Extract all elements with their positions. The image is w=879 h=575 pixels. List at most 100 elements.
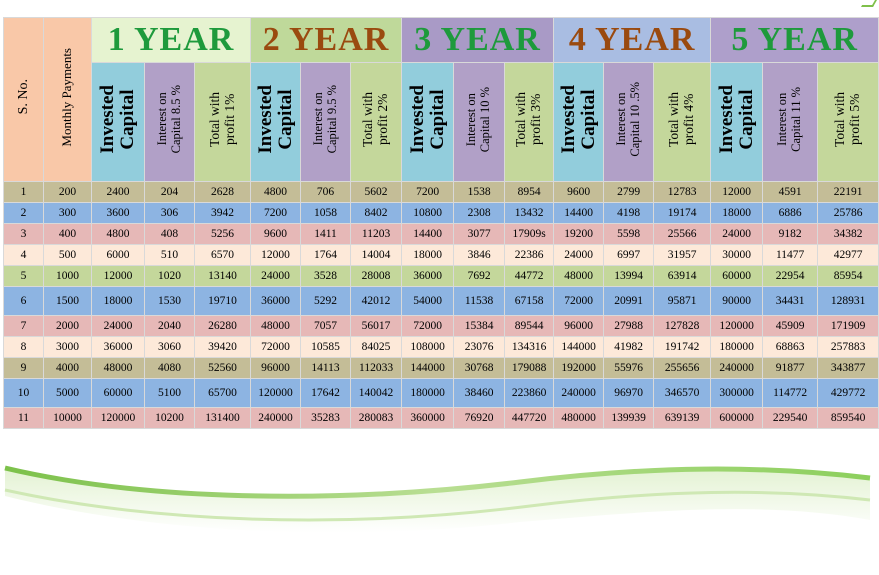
- year-3-header: 3 YEAR: [401, 17, 555, 63]
- year-5-interest-cell: 229540: [762, 407, 819, 429]
- year-2-invested-cell: 9600: [250, 223, 302, 245]
- year-1-header: 1 YEAR: [90, 17, 252, 63]
- sno-cell: 1: [3, 181, 44, 203]
- year-2-invested-cell: 36000: [250, 286, 302, 316]
- year-1-interest-cell: 10200: [144, 407, 195, 429]
- year-3-total-cell: 134316: [504, 336, 555, 358]
- year-4-invested-cell: 144000: [553, 336, 605, 358]
- year-5-interest-cell: 4591: [762, 181, 819, 203]
- year-4-interest-cell: 6997: [603, 244, 655, 266]
- year-1-interest-cell: 306: [144, 202, 195, 224]
- table-row: 2 300 3600 306 3942 7200 1058 8402 10800 2308 1343…: [3, 202, 879, 224]
- year-2-invested-cell: 48000: [250, 315, 302, 337]
- year-2-interest-cell: 35283: [300, 407, 352, 429]
- year-4-total-label: Total with profit 4%: [666, 92, 697, 147]
- year-1-interest-cell: 5100: [144, 378, 195, 408]
- corner-decoration: [860, 0, 878, 7]
- year-5-invested-cell: 12000: [710, 181, 764, 203]
- year-1-invested-cell: 4800: [91, 223, 145, 245]
- year-5-total-label: Total with profit 5%: [832, 92, 863, 147]
- year-1-total-cell: 3942: [193, 202, 252, 224]
- year-2-invested-cell: 4800: [250, 181, 302, 203]
- monthly-payment-cell: 400: [43, 223, 92, 245]
- sno-cell: 6: [3, 286, 44, 316]
- monthly-payment-cell: 10000: [43, 407, 92, 429]
- monthly-payment-cell: 200: [43, 181, 92, 203]
- table-body: 1 200 2400 204 2628 4800 706 5602 7200 1538 8954 96…: [3, 181, 879, 429]
- year-2-invested-header: Invested Capital: [250, 62, 302, 182]
- year-5-invested-label: Invested Capital: [715, 85, 757, 154]
- year-2-total-cell: 28008: [350, 265, 403, 287]
- year-4-invested-cell: 480000: [553, 407, 605, 429]
- year-2-total-cell: 280083: [350, 407, 403, 429]
- year-4-invested-cell: 96000: [553, 315, 605, 337]
- year-3-total-cell: 223860: [504, 378, 555, 408]
- year-5-interest-cell: 34431: [762, 286, 819, 316]
- year-4-invested-cell: 240000: [553, 378, 605, 408]
- year-5-invested-cell: 90000: [710, 286, 764, 316]
- year-5-total-cell: 343877: [817, 357, 879, 379]
- year-4-interest-label: Interest on Capital 10 .5%: [613, 82, 642, 157]
- year-4-interest-cell: 5598: [603, 223, 655, 245]
- year-2-interest-cell: 1411: [300, 223, 352, 245]
- year-3-invested-label: Invested Capital: [406, 85, 448, 154]
- year-4-interest-header: Interest on Capital 10 .5%: [603, 62, 655, 182]
- year-1-invested-cell: 18000: [91, 286, 145, 316]
- table-row: 4 500 6000 510 6570 12000 1764 14004 18000 3846 22…: [3, 244, 879, 266]
- year-5-interest-cell: 9182: [762, 223, 819, 245]
- year-1-total-cell: 13140: [193, 265, 252, 287]
- monthly-payment-cell: 500: [43, 244, 92, 266]
- year-1-total-cell: 2628: [193, 181, 252, 203]
- year-3-invested-cell: 54000: [401, 286, 455, 316]
- year-2-invested-cell: 240000: [250, 407, 302, 429]
- year-4-interest-cell: 27988: [603, 315, 655, 337]
- year-3-invested-cell: 144000: [401, 357, 455, 379]
- monthly-payment-cell: 2000: [43, 315, 92, 337]
- table-row: 10 5000 60000 5100 65700 120000 17642 140042 180…: [3, 378, 879, 408]
- year-2-interest-cell: 1764: [300, 244, 352, 266]
- year-1-interest-header: Interest on Capital 8.5 %: [144, 62, 195, 182]
- year-1-interest-cell: 1020: [144, 265, 195, 287]
- year-2-interest-cell: 7057: [300, 315, 352, 337]
- year-5-invested-cell: 300000: [710, 378, 764, 408]
- year-3-interest-cell: 3077: [453, 223, 506, 245]
- sno-cell: 7: [3, 315, 44, 337]
- year-3-invested-cell: 18000: [401, 244, 455, 266]
- year-1-invested-cell: 3600: [91, 202, 145, 224]
- year-2-interest-cell: 3528: [300, 265, 352, 287]
- year-3-interest-cell: 30768: [453, 357, 506, 379]
- year-5-title: 5 YEAR: [731, 21, 858, 58]
- year-1-invested-cell: 48000: [91, 357, 145, 379]
- year-4-interest-cell: 4198: [603, 202, 655, 224]
- year-1-invested-cell: 24000: [91, 315, 145, 337]
- year-2-interest-cell: 1058: [300, 202, 352, 224]
- year-4-invested-cell: 14400: [553, 202, 605, 224]
- year-2-total-cell: 8402: [350, 202, 403, 224]
- year-5-header: 5 YEAR: [710, 17, 879, 63]
- year-5-interest-cell: 45909: [762, 315, 819, 337]
- year-2-invested-cell: 72000: [250, 336, 302, 358]
- year-5-invested-cell: 240000: [710, 357, 764, 379]
- year-1-total-header: Total with profit 1%: [193, 62, 252, 182]
- year-3-invested-cell: 14400: [401, 223, 455, 245]
- monthly-header: Monthly Payments: [43, 17, 92, 182]
- year-5-interest-cell: 91877: [762, 357, 819, 379]
- year-3-invested-cell: 72000: [401, 315, 455, 337]
- year-4-interest-cell: 13994: [603, 265, 655, 287]
- year-4-total-cell: 25566: [653, 223, 712, 245]
- year-5-total-cell: 128931: [817, 286, 879, 316]
- year-5-invested-cell: 180000: [710, 336, 764, 358]
- year-3-total-cell: 67158: [504, 286, 555, 316]
- year-1-interest-cell: 3060: [144, 336, 195, 358]
- year-1-interest-cell: 408: [144, 223, 195, 245]
- year-3-interest-cell: 15384: [453, 315, 506, 337]
- year-4-invested-cell: 24000: [553, 244, 605, 266]
- year-5-interest-label: Interest on Capital 11 %: [775, 87, 804, 152]
- year-5-total-cell: 42977: [817, 244, 879, 266]
- year-5-total-cell: 22191: [817, 181, 879, 203]
- year-2-invested-cell: 96000: [250, 357, 302, 379]
- year-2-invested-cell: 120000: [250, 378, 302, 408]
- year-3-total-cell: 13432: [504, 202, 555, 224]
- year-1-invested-cell: 2400: [91, 181, 145, 203]
- year-5-interest-cell: 68863: [762, 336, 819, 358]
